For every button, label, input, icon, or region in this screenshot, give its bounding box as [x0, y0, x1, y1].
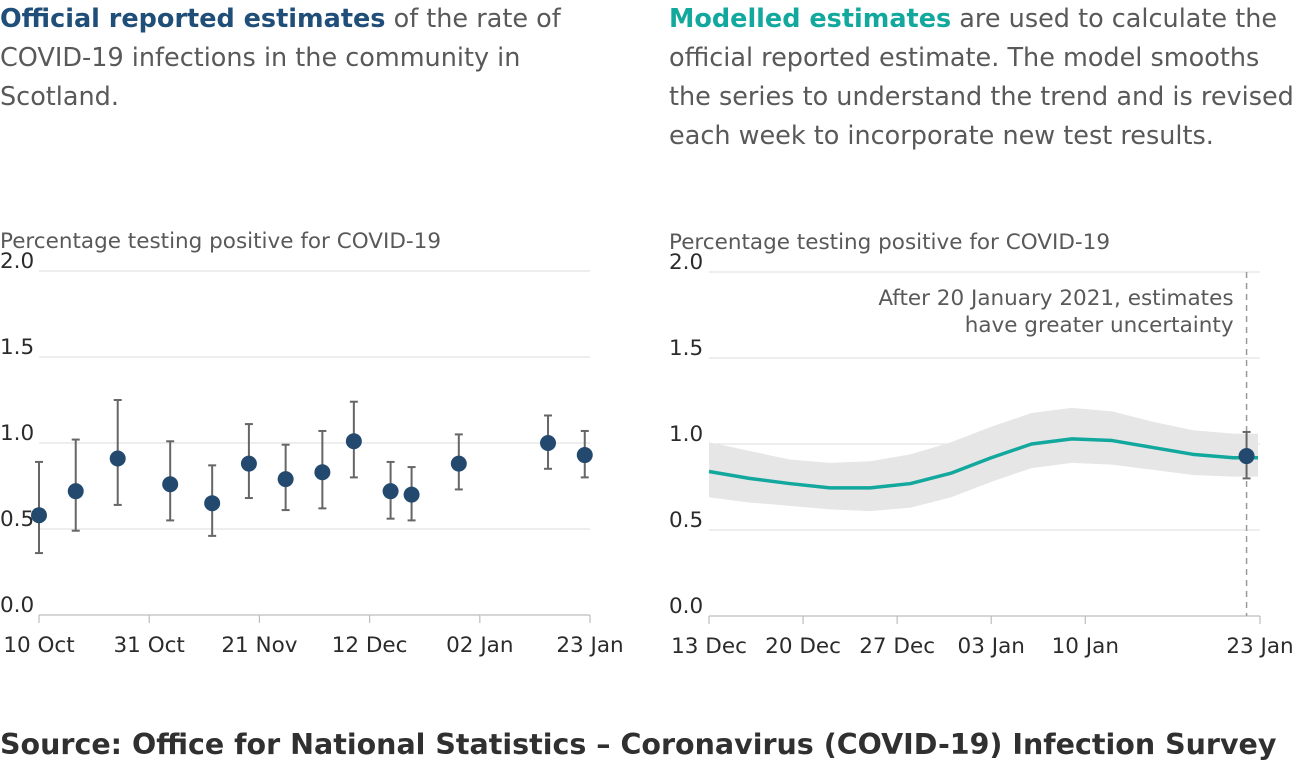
data-point [576, 447, 593, 464]
y-tick-label: 0.5 [669, 508, 703, 533]
y-tick-label: 2.0 [0, 249, 34, 274]
x-tick-label: 10 Oct [3, 633, 74, 658]
x-tick-label: 31 Oct [114, 633, 185, 658]
official-estimates-description: Official reported estimates of the rate … [0, 0, 640, 117]
data-point [382, 483, 399, 500]
source-note: Source: Office for National Statistics –… [0, 728, 1277, 761]
modelled-line [708, 437, 1258, 490]
x-tick-label: 21 Nov [221, 633, 297, 658]
x-tick-label: 03 Jan [958, 634, 1025, 659]
x-tick-label: 23 Jan [556, 633, 623, 658]
data-point [345, 433, 362, 450]
x-tick-label: 13 Dec [671, 634, 747, 659]
official-estimates-chart: 0.0 0.5 1.0 1.5 2.0 10 Oct 31 Oct 21 Nov 12 Dec 0… [0, 249, 624, 658]
data-point [277, 471, 294, 488]
data-point [540, 435, 557, 451]
data-point [314, 464, 331, 481]
modelled-estimates-text: are used to calculate the official repor… [669, 4, 1294, 151]
y-tick-label: 1.5 [0, 335, 34, 360]
y-tick-label: 1.5 [669, 336, 703, 361]
data-point [1238, 448, 1255, 465]
modelled-estimates-description: Modelled estimates are used to calculate… [669, 0, 1294, 156]
data-point [109, 450, 126, 467]
data-point [162, 476, 179, 493]
data-point [204, 495, 221, 512]
x-tick-label: 02 Jan [446, 633, 513, 658]
data-point [67, 483, 84, 500]
left-y-axis-label: Percentage testing positive for COVID-19 [0, 229, 441, 254]
modelled-estimates-heading: Modelled estimates [669, 4, 952, 34]
x-tick-label: 12 Dec [332, 633, 408, 658]
data-point [403, 486, 420, 503]
x-tick-label: 23 Jan [1226, 634, 1293, 659]
y-tick-label: 0.0 [669, 594, 703, 619]
right-y-axis-label: Percentage testing positive for COVID-19 [669, 230, 1110, 255]
uncertainty-annotation-line: After 20 January 2021, estimates [878, 286, 1233, 311]
x-tick-label: 20 Dec [765, 634, 841, 659]
y-tick-label: 0.0 [0, 593, 34, 618]
x-tick-label: 10 Jan [1052, 634, 1119, 659]
y-tick-label: 1.0 [669, 422, 703, 447]
y-tick-label: 1.0 [0, 421, 34, 446]
x-tick-label: 27 Dec [859, 634, 935, 659]
modelled-estimates-chart: 0.0 0.5 1.0 1.5 2.0 13 Dec 20 Dec 27 Dec 03 Jan 1… [669, 250, 1294, 659]
uncertainty-annotation-line: have greater uncertainty [965, 313, 1234, 338]
data-point [31, 507, 47, 524]
y-tick-label: 2.0 [669, 250, 703, 275]
official-estimates-text: of the rate of COVID-19 infections in th… [0, 4, 561, 112]
data-point [240, 455, 257, 472]
data-point [450, 455, 467, 472]
y-tick-label: 0.5 [0, 507, 34, 532]
official-estimates-heading: Official reported estimates [0, 4, 386, 34]
